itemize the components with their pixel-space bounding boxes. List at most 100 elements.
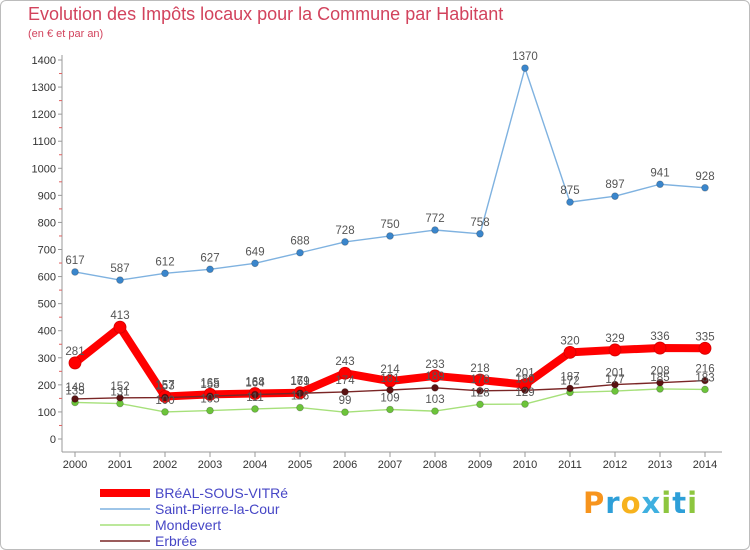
legend-item-breal-sous-vitre[interactable]: BRéAL-SOUS-VITRé xyxy=(100,485,288,501)
x-tick-label: 2011 xyxy=(558,459,582,471)
data-point-mondevert-2014 xyxy=(701,385,709,394)
data-label-breal-sous-vitre-2014: 335 xyxy=(695,331,714,343)
y-tick-label: 700 xyxy=(38,245,56,257)
axes xyxy=(61,55,722,453)
y-tick-label: 800 xyxy=(38,217,56,229)
data-label-mondevert-2010: 129 xyxy=(515,387,534,399)
data-point-mondevert-2010 xyxy=(521,400,529,408)
data-label-breal-sous-vitre-2005: 171 xyxy=(290,376,309,388)
x-tick-label: 2009 xyxy=(468,459,492,471)
data-label-saint-pierre-la-cour-2012: 897 xyxy=(605,179,624,191)
data-label-mondevert-2003: 105 xyxy=(200,394,219,406)
data-label-saint-pierre-la-cour-2003: 627 xyxy=(200,252,219,264)
data-label-erbree-2012: 201 xyxy=(605,368,624,380)
data-point-saint-pierre-la-cour-2011 xyxy=(566,198,574,206)
series-breal-sous-vitre xyxy=(68,320,712,403)
y-tick-label: 900 xyxy=(38,190,56,202)
legend-label: Erbrée xyxy=(155,533,198,549)
legend-swatch xyxy=(100,489,150,497)
data-point-mondevert-2002 xyxy=(161,408,169,416)
data-label-erbree-2010: 180 xyxy=(515,373,534,385)
data-label-erbree-2008: 189 xyxy=(425,371,444,383)
data-label-breal-sous-vitre-2013: 336 xyxy=(650,331,669,343)
logo-letter: x xyxy=(641,486,662,520)
data-label-saint-pierre-la-cour-2013: 941 xyxy=(650,167,669,179)
x-tick-label: 2008 xyxy=(423,459,447,471)
x-tick-label: 2013 xyxy=(648,459,672,471)
data-label-mondevert-2004: 111 xyxy=(246,392,263,404)
data-point-mondevert-2013 xyxy=(656,385,664,393)
logo-letter: r xyxy=(605,486,621,520)
data-point-mondevert-2012 xyxy=(611,387,619,395)
data-point-saint-pierre-la-cour-2004 xyxy=(251,259,259,268)
data-label-mondevert-2008: 103 xyxy=(425,394,444,406)
legend-label: BRéAL-SOUS-VITRé xyxy=(155,485,289,501)
series-line-saint-pierre-la-cour xyxy=(74,67,706,281)
series-erbree xyxy=(71,376,709,403)
data-point-mondevert-2007 xyxy=(386,405,394,414)
legend-label: Saint-Pierre-la-Cour xyxy=(155,501,280,517)
x-tick-label: 2012 xyxy=(603,459,627,471)
data-label-erbree-2007: 181 xyxy=(380,373,399,385)
legend-item-saint-pierre-la-cour[interactable]: Saint-Pierre-la-Cour xyxy=(100,501,288,517)
data-label-mondevert-2009: 128 xyxy=(470,387,489,399)
logo-letter: i xyxy=(661,486,673,520)
data-point-breal-sous-vitre-2012 xyxy=(608,343,622,357)
y-tick-label: 1200 xyxy=(32,109,56,121)
legend-item-mondevert[interactable]: Mondevert xyxy=(100,517,288,533)
data-label-saint-pierre-la-cour-2008: 772 xyxy=(425,213,444,225)
y-tick-label: 1300 xyxy=(32,82,56,94)
data-label-saint-pierre-la-cour-2011: 875 xyxy=(560,185,579,197)
x-tick-label: 2007 xyxy=(378,459,402,471)
data-point-mondevert-2005 xyxy=(296,403,304,412)
data-label-breal-sous-vitre-2007: 214 xyxy=(380,364,400,376)
data-point-saint-pierre-la-cour-2010 xyxy=(521,64,529,72)
data-point-saint-pierre-la-cour-2000 xyxy=(71,268,79,276)
data-point-erbree-2001 xyxy=(116,394,124,402)
x-tick-label: 2001 xyxy=(108,459,132,471)
data-label-mondevert-2005: 116 xyxy=(291,391,309,403)
data-point-erbree-2006 xyxy=(341,388,349,396)
data-point-breal-sous-vitre-2008 xyxy=(428,369,442,383)
data-point-saint-pierre-la-cour-2007 xyxy=(386,232,394,240)
logo-letter: i xyxy=(687,486,699,520)
data-point-breal-sous-vitre-2000 xyxy=(68,356,82,370)
data-point-erbree-2003 xyxy=(206,392,214,401)
legend-item-erbree[interactable]: Erbrée xyxy=(100,533,288,549)
data-point-mondevert-2003 xyxy=(206,406,214,415)
data-label-breal-sous-vitre-2002: 157 xyxy=(155,379,174,391)
data-label-breal-sous-vitre-2006: 243 xyxy=(335,356,354,368)
data-label-erbree-2000: 148 xyxy=(65,382,84,394)
legend-swatch xyxy=(100,524,150,526)
data-point-erbree-2014 xyxy=(701,376,709,385)
data-point-breal-sous-vitre-2009 xyxy=(473,373,487,387)
y-tick-label: 0 xyxy=(50,434,56,446)
data-point-erbree-2013 xyxy=(656,378,664,387)
legend: BRéAL-SOUS-VITRé Saint-Pierre-la-Cour Mo… xyxy=(100,485,288,549)
data-point-erbree-2011 xyxy=(566,384,574,393)
x-tick-label: 2003 xyxy=(198,459,222,471)
proxiti-logo[interactable]: Proxiti xyxy=(583,486,698,520)
data-point-breal-sous-vitre-2001 xyxy=(113,320,127,334)
chart-title: Evolution des Impôts locaux pour la Comm… xyxy=(28,4,504,24)
legend-swatch xyxy=(100,540,150,542)
data-label-saint-pierre-la-cour-2014: 928 xyxy=(695,171,714,183)
x-tick-label: 2006 xyxy=(333,459,357,471)
series-group xyxy=(68,64,712,416)
data-label-mondevert-2014: 183 xyxy=(695,372,714,384)
data-label-mondevert-2012: 177 xyxy=(605,374,624,386)
data-point-erbree-2010 xyxy=(521,386,529,395)
y-tick-label: 400 xyxy=(38,326,56,338)
data-label-breal-sous-vitre-2011: 320 xyxy=(560,335,579,347)
data-point-erbree-2008 xyxy=(431,384,439,392)
data-point-saint-pierre-la-cour-2002 xyxy=(161,269,169,278)
data-point-mondevert-2004 xyxy=(251,405,259,413)
data-label-saint-pierre-la-cour-2005: 688 xyxy=(290,236,309,248)
data-label-erbree-2003: 158 xyxy=(200,379,219,391)
data-label-saint-pierre-la-cour-2010: 1370 xyxy=(512,51,538,63)
data-label-erbree-2013: 208 xyxy=(650,366,669,378)
data-point-saint-pierre-la-cour-2003 xyxy=(206,265,214,274)
data-label-breal-sous-vitre-2008: 233 xyxy=(425,359,444,371)
